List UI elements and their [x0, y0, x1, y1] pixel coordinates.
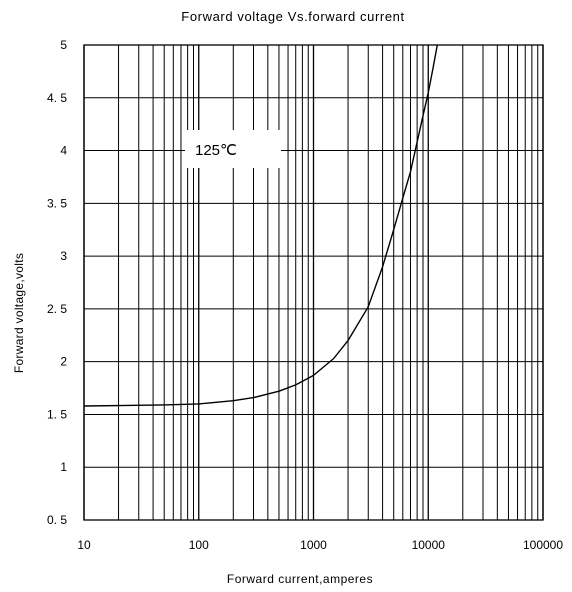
- y-tick-label: 1. 5: [47, 407, 67, 421]
- y-tick-label: 4: [60, 144, 67, 158]
- plot-frame: [83, 44, 544, 521]
- y-tick-label: 4. 5: [47, 91, 67, 105]
- y-tick-label: 5: [60, 38, 67, 52]
- y-tick-label: 3. 5: [47, 196, 67, 210]
- annotation-label: 125℃: [195, 142, 237, 159]
- x-tick-label: 100: [189, 538, 209, 552]
- annotation-box: [185, 130, 281, 168]
- series: [83, 44, 438, 407]
- x-tick-label: 100000: [523, 538, 563, 552]
- y-tick-label: 2. 5: [47, 302, 67, 316]
- x-axis-label: Forward current,amperes: [227, 572, 373, 586]
- x-tick-labels: 10 100 1000 10000 100000: [77, 538, 563, 552]
- series-line: [83, 44, 438, 407]
- x-tick-label: 10: [77, 538, 91, 552]
- y-tick-label: 1: [60, 460, 67, 474]
- y-tick-label: 3: [60, 249, 67, 263]
- y-tick-label: 0. 5: [47, 513, 67, 527]
- y-axis-label: Forward voltage,volts: [12, 253, 26, 373]
- y-tick-labels: 0. 5 1 1. 5 2 2. 5 3 3. 5 4 4. 5 5: [47, 38, 67, 527]
- chart-title: Forward voltage Vs.forward current: [181, 9, 404, 24]
- x-tick-label: 10000: [412, 538, 446, 552]
- x-tick-label: 1000: [300, 538, 327, 552]
- y-tick-label: 2: [60, 355, 67, 369]
- grid: [83, 44, 544, 521]
